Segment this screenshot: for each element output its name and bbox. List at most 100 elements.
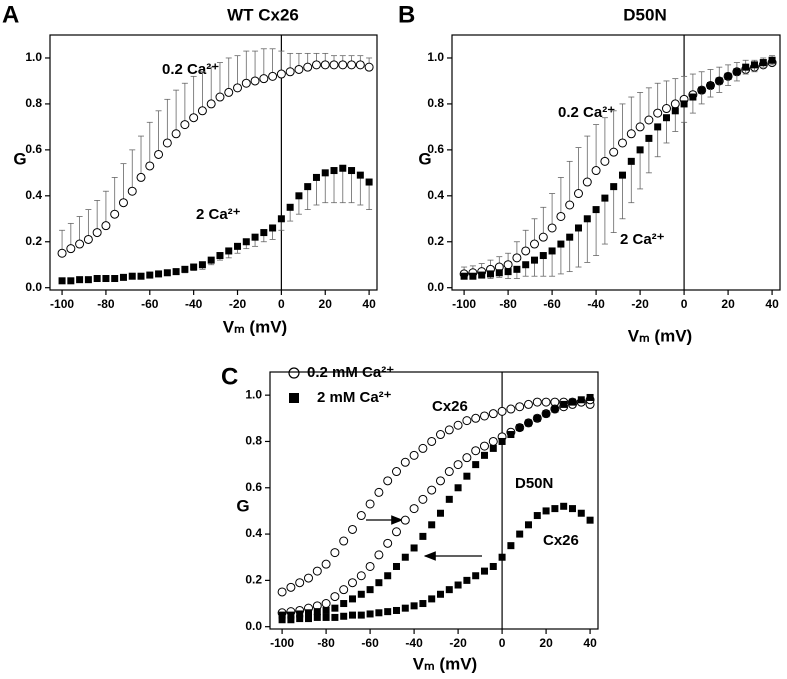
square-marker: [348, 167, 356, 175]
x-tick-label: -40: [185, 297, 203, 311]
y-tick-label: 0.6: [25, 142, 42, 156]
circle-marker: [206, 99, 216, 109]
circle-marker: [547, 223, 557, 233]
square-marker: [469, 272, 477, 280]
y-tick-label: 0.2: [427, 234, 444, 248]
square-marker: [551, 405, 559, 413]
square-marker: [198, 261, 206, 269]
annotation: 0.2 Ca²⁺: [162, 61, 219, 78]
circle-marker: [330, 548, 340, 558]
circle-marker: [57, 248, 67, 258]
square-marker: [304, 615, 312, 623]
square-marker: [539, 252, 547, 260]
x-tick-label: 20: [319, 297, 333, 311]
square-marker: [410, 602, 418, 610]
error-bar: [304, 186, 311, 210]
square-marker: [172, 268, 180, 276]
circle-marker: [118, 198, 128, 208]
circle-marker: [600, 156, 610, 166]
chart-title: D50N: [623, 5, 666, 24]
square-marker: [119, 273, 127, 281]
circle-marker: [136, 172, 146, 182]
x-tick-label: 20: [721, 297, 735, 311]
circle-marker: [224, 87, 234, 97]
circle-marker: [400, 515, 410, 525]
error-bar: [575, 147, 582, 194]
error-bar: [619, 175, 626, 220]
y-tick-label: 0.4: [427, 188, 444, 202]
square-marker: [750, 61, 758, 69]
error-bar: [85, 209, 92, 240]
circle-marker: [418, 443, 428, 453]
circle-marker: [497, 406, 507, 416]
square-marker: [480, 567, 488, 575]
square-marker: [410, 544, 418, 552]
circle-marker: [453, 460, 463, 470]
circle-marker: [294, 64, 304, 74]
square-marker: [566, 233, 574, 241]
circle-marker: [356, 571, 366, 581]
square-marker: [733, 68, 741, 76]
error-bar: [120, 163, 127, 203]
circle-marker: [529, 239, 539, 249]
circle-marker: [189, 113, 199, 123]
circle-marker: [75, 239, 85, 249]
square-marker: [375, 579, 383, 587]
square-marker: [128, 272, 136, 280]
circle-marker: [609, 147, 619, 157]
error-bar: [164, 98, 171, 143]
error-bar: [155, 110, 162, 155]
circle-marker: [573, 189, 583, 199]
square-marker: [356, 171, 364, 179]
error-bar: [111, 177, 118, 215]
square-marker: [586, 516, 594, 524]
circle-marker: [591, 166, 601, 176]
circle-marker: [330, 592, 340, 602]
square-marker: [568, 398, 576, 406]
square-marker: [436, 590, 444, 598]
square-marker: [715, 77, 723, 85]
x-tick-label: -60: [543, 297, 561, 311]
error-bar: [654, 126, 661, 158]
square-marker: [445, 495, 453, 503]
y-axis-label: G: [236, 496, 249, 515]
square-marker: [568, 505, 576, 513]
annotation: D50N: [515, 475, 553, 492]
panel-letter: B: [398, 1, 415, 28]
square-marker: [67, 277, 75, 285]
circle-marker: [277, 587, 287, 597]
square-marker: [111, 275, 119, 283]
square-marker: [489, 562, 497, 570]
error-bar: [339, 168, 346, 204]
circle-marker: [512, 253, 522, 263]
error-bar: [190, 75, 197, 118]
error-bar: [645, 138, 652, 174]
square-marker: [463, 472, 471, 480]
circle-marker: [444, 467, 454, 477]
square-marker: [618, 171, 626, 179]
error-bar: [566, 160, 573, 205]
square-marker: [636, 146, 644, 154]
square-marker: [645, 134, 653, 142]
x-tick-label: -80: [97, 297, 115, 311]
square-marker: [278, 611, 286, 619]
circle-marker: [215, 92, 225, 102]
error-bar: [619, 103, 626, 143]
square-marker: [366, 586, 374, 594]
y-tick-label: 0.8: [427, 96, 444, 110]
square-marker: [507, 431, 515, 439]
circle-marker: [538, 232, 548, 242]
circle-marker: [347, 524, 357, 534]
series: [459, 55, 777, 279]
x-tick-label: -100: [452, 297, 476, 311]
circle-marker: [339, 536, 349, 546]
circle-marker: [462, 416, 472, 426]
circle-marker: [197, 106, 207, 116]
square-marker: [242, 238, 250, 246]
y-tick-label: 0.8: [25, 96, 42, 110]
square-marker: [384, 608, 392, 616]
error-bar: [216, 62, 223, 98]
square-marker: [507, 542, 515, 550]
square-marker: [155, 270, 163, 278]
square-marker: [586, 393, 594, 401]
